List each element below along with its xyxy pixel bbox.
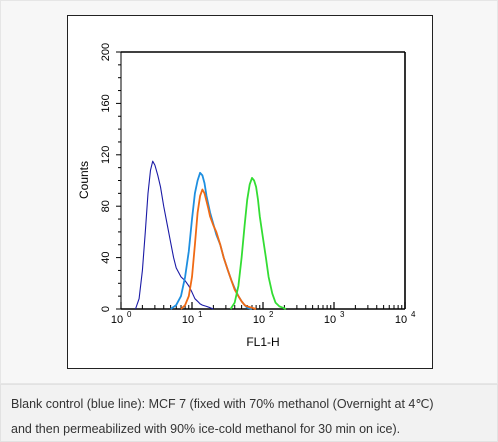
x-tick-exponent: 3 (340, 310, 345, 319)
x-axis-label: FL1-H (246, 335, 279, 349)
y-axis-label: Counts (77, 161, 91, 199)
figure-panel: 0 40 80 120 160 200 10 0 10 1 10 2 10 3 10 4 Counts FL… (0, 0, 498, 384)
x-tick-label: 10 (253, 314, 265, 326)
y-tick-label: 160 (100, 94, 112, 112)
y-tick-label: 200 (100, 43, 112, 61)
caption-line-2: and then permeabilized with 90% ice-cold… (11, 422, 401, 436)
series-line-4 (229, 177, 287, 310)
x-tick-label: 10 (324, 314, 336, 326)
series-line-2 (170, 171, 253, 310)
y-tick-label: 120 (100, 146, 112, 164)
series-line-3 (180, 188, 257, 310)
series-line-1 (134, 160, 214, 310)
x-tick-label: 10 (182, 314, 194, 326)
y-tick-label: 80 (100, 200, 112, 212)
y-tick-label: 40 (100, 251, 112, 263)
y-ticks: 0 40 80 120 160 200 (100, 43, 121, 312)
x-ticks: 10 0 10 1 10 2 10 3 10 4 (111, 302, 416, 326)
x-tick-exponent: 0 (127, 310, 132, 319)
plot-frame: 0 40 80 120 160 200 10 0 10 1 10 2 10 3 10 4 Counts FL… (67, 15, 433, 369)
x-tick-exponent: 2 (269, 310, 274, 319)
x-tick-label: 10 (395, 314, 407, 326)
x-tick-exponent: 4 (411, 310, 416, 319)
caption-line-1: Blank control (blue line): MCF 7 (fixed … (11, 397, 434, 411)
x-tick-label: 10 (111, 314, 123, 326)
histogram-chart: 0 40 80 120 160 200 10 0 10 1 10 2 10 3 10 4 Counts FL… (77, 43, 416, 349)
x-tick-exponent: 1 (198, 310, 203, 319)
figure-caption: Blank control (blue line): MCF 7 (fixed … (0, 384, 498, 442)
y-tick-label: 0 (100, 306, 112, 312)
axes-group (120, 51, 406, 310)
series-layer (134, 160, 287, 310)
